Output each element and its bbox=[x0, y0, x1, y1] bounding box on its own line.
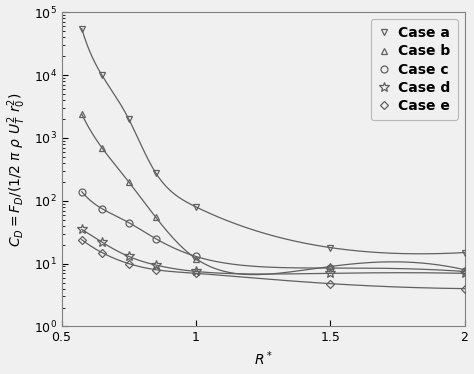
Legend: Case a, Case b, Case c, Case d, Case e: Case a, Case b, Case c, Case d, Case e bbox=[371, 19, 457, 120]
Y-axis label: $C_D = F_D/(1/2\ \pi\ \rho\ U_T^2\ r_0^2)$: $C_D = F_D/(1/2\ \pi\ \rho\ U_T^2\ r_0^2… bbox=[6, 92, 28, 246]
X-axis label: $R^*$: $R^*$ bbox=[254, 350, 273, 368]
